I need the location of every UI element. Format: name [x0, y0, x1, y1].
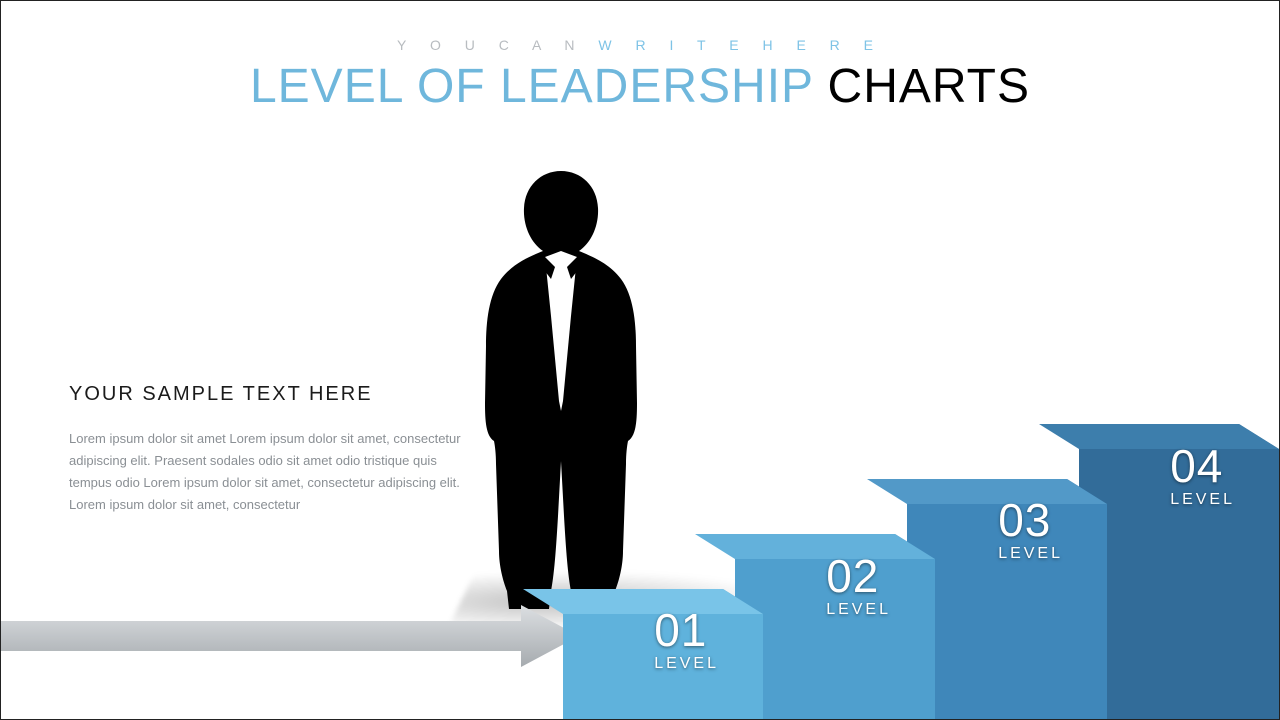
- tagline-part-b: W R I T E H E R E: [598, 37, 883, 53]
- title-part-b: CHARTS: [828, 60, 1030, 113]
- body-text-block: YOUR SAMPLE TEXT HERE Lorem ipsum dolor …: [69, 383, 469, 516]
- stair-chart: [519, 379, 1279, 719]
- step-1: [523, 589, 763, 719]
- slide-page: Y O U C A N W R I T E H E R E LEVEL OF L…: [0, 0, 1280, 720]
- tagline-part-a: Y O U C A N: [397, 37, 585, 53]
- title-part-a: LEVEL OF LEADERSHIP: [250, 60, 828, 113]
- body-paragraph: Lorem ipsum dolor sit amet Lorem ipsum d…: [69, 428, 469, 516]
- body-heading: YOUR SAMPLE TEXT HERE: [69, 383, 469, 406]
- arrow-icon: [1, 601, 581, 671]
- page-title: LEVEL OF LEADERSHIP CHARTS: [1, 59, 1279, 114]
- tagline: Y O U C A N W R I T E H E R E: [1, 37, 1279, 53]
